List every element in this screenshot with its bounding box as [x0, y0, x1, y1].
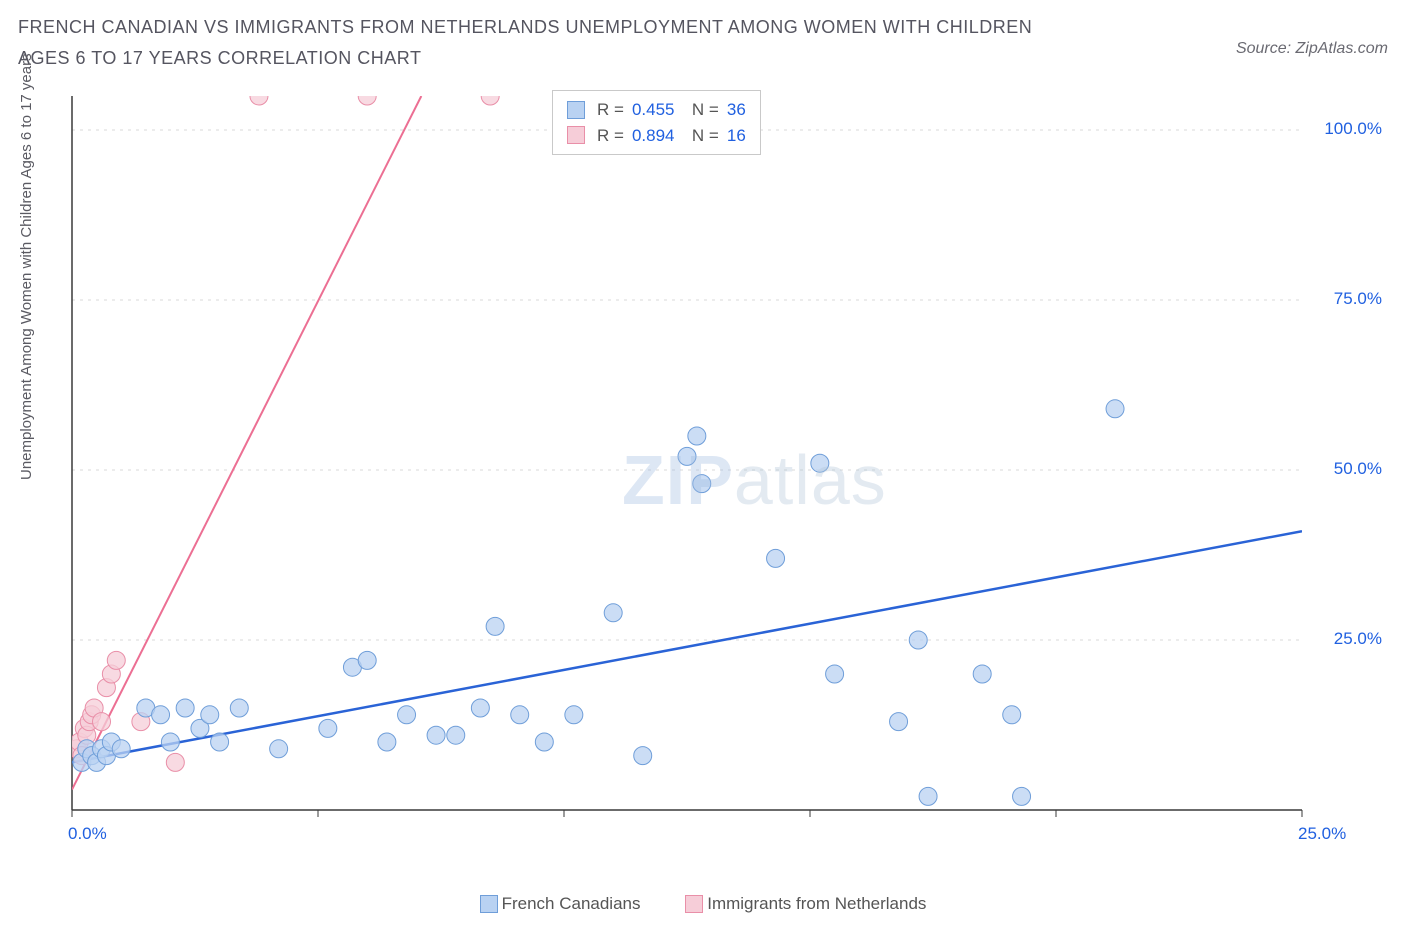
legend-item-series1: French Canadians: [480, 894, 641, 914]
swatch-series2: [685, 895, 703, 913]
scatter-plot: [62, 90, 1388, 860]
source-label: Source: ZipAtlas.com: [1236, 40, 1388, 58]
legend-item-series2: Immigrants from Netherlands: [685, 894, 926, 914]
y-tick-label: 75.0%: [1312, 289, 1382, 309]
chart-title: FRENCH CANADIAN VS IMMIGRANTS FROM NETHE…: [18, 12, 1068, 73]
stats-row-series1: R = 0.455 N = 36: [567, 97, 746, 123]
y-tick-label: 100.0%: [1312, 119, 1382, 139]
y-axis-label: Unemployment Among Women with Children A…: [18, 53, 35, 480]
x-tick-label: 0.0%: [68, 824, 107, 844]
swatch-series1: [480, 895, 498, 913]
legend: French Canadians Immigrants from Netherl…: [0, 894, 1406, 918]
y-tick-label: 50.0%: [1312, 459, 1382, 479]
stats-box: R = 0.455 N = 36 R = 0.894 N = 16: [552, 90, 761, 155]
swatch-series1: [567, 101, 585, 119]
chart-area: ZIPatlas R = 0.455 N = 36 R = 0.894 N = …: [62, 90, 1388, 860]
y-tick-label: 25.0%: [1312, 629, 1382, 649]
x-tick-label: 25.0%: [1298, 824, 1346, 844]
swatch-series2: [567, 126, 585, 144]
stats-row-series2: R = 0.894 N = 16: [567, 123, 746, 149]
